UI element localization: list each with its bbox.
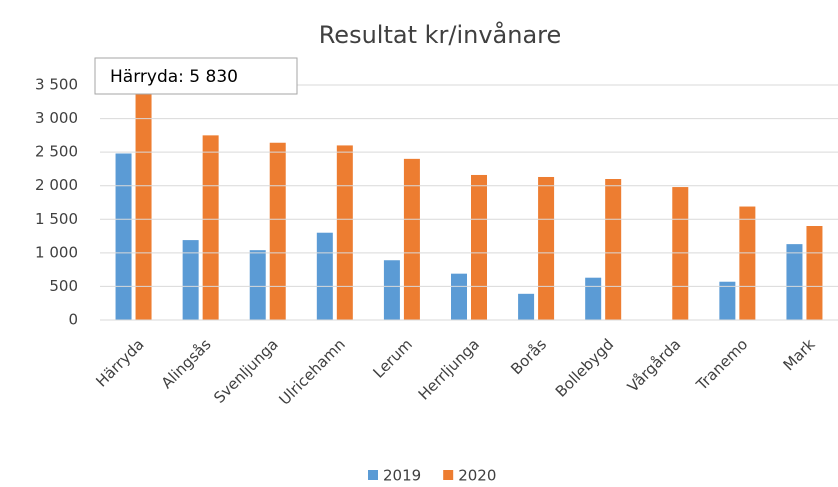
bar — [518, 293, 535, 320]
y-tick-label: 1 000 — [35, 243, 78, 261]
x-tick-label: Borås — [507, 335, 550, 378]
bar — [471, 174, 487, 320]
tooltip-box — [94, 57, 298, 95]
bar — [719, 281, 736, 320]
x-tick-label: Herrljunga — [415, 335, 483, 403]
x-tick-label: Tranemo — [692, 335, 751, 394]
y-tick-label: 500 — [49, 277, 78, 295]
bar — [605, 179, 622, 320]
y-tick-label: 0 — [68, 311, 78, 329]
bar — [739, 206, 756, 320]
bar — [538, 176, 555, 320]
bar — [403, 158, 420, 320]
bar — [451, 273, 467, 320]
bar — [383, 260, 400, 320]
bar — [786, 244, 803, 320]
y-tick-label: 1 500 — [35, 210, 78, 228]
x-tick-label: Ulricehamn — [275, 335, 348, 408]
y-tick-label: 3 000 — [35, 109, 78, 127]
bar — [269, 142, 286, 320]
bar — [585, 277, 602, 320]
bar — [316, 232, 333, 320]
bar — [672, 187, 689, 320]
legend-swatch — [443, 470, 454, 480]
y-tick-label: 2 000 — [35, 176, 78, 194]
x-tick-label: Vårgårda — [624, 335, 684, 395]
legend-label: 2020 — [458, 467, 496, 485]
bar — [115, 153, 132, 320]
bar — [249, 250, 266, 320]
x-tick-label: Härryda — [92, 335, 147, 390]
bar — [182, 240, 199, 320]
bar — [336, 145, 353, 320]
x-tick-label: Lerum — [370, 335, 416, 381]
y-tick-label: 2 500 — [35, 143, 78, 161]
x-tick-label: Mark — [780, 335, 819, 374]
bar — [806, 226, 823, 320]
tooltip-text: Härryda: 5 830 — [110, 67, 238, 87]
bar — [202, 135, 219, 320]
x-tick-label: Bollebygd — [552, 335, 617, 400]
x-tick-label: Alingsås — [158, 335, 215, 392]
bar — [135, 80, 152, 321]
legend-label: 2019 — [383, 467, 421, 485]
legend-swatch — [368, 470, 378, 480]
x-tick-label: Svenljunga — [210, 335, 282, 407]
chart-title: Resultat kr/invånare — [319, 20, 562, 49]
y-tick-label: 3 500 — [35, 76, 78, 94]
